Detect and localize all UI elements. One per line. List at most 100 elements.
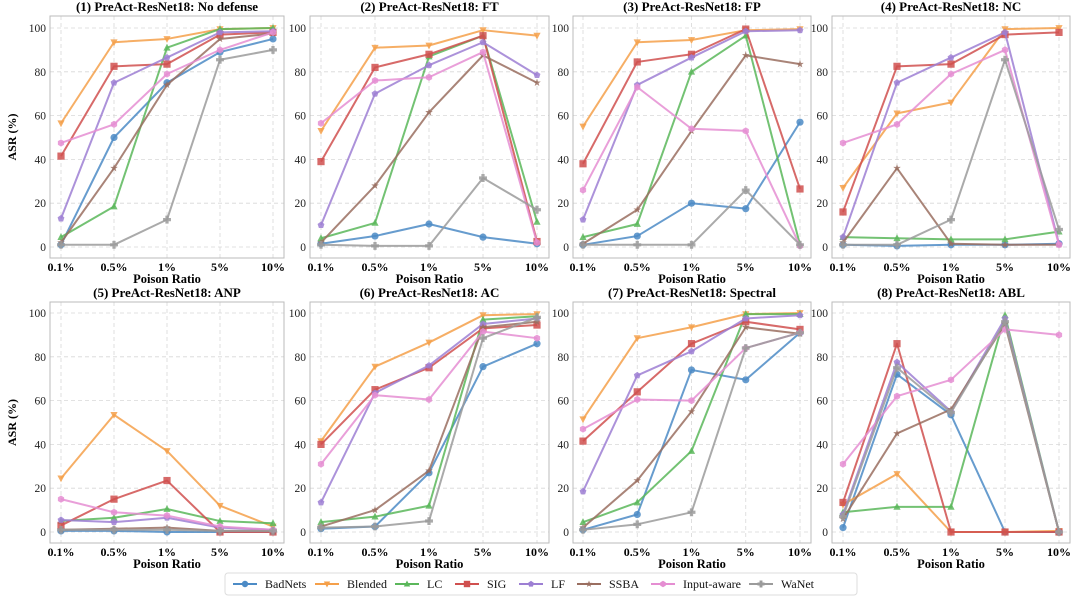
data-point (839, 233, 847, 241)
subplot-title: (1) PreAct-ResNet18: No defense (76, 0, 258, 14)
data-point (1001, 46, 1009, 54)
data-point (163, 525, 171, 534)
y-tick-label: 60 (558, 396, 570, 408)
subplot-title: (5) PreAct-ResNet18: ANP (93, 285, 241, 300)
legend-label: Input-aware (683, 577, 741, 591)
x-axis-label: Poison Ratio (133, 557, 201, 571)
data-point (479, 323, 487, 331)
series-line (320, 41, 538, 226)
data-point (371, 218, 379, 226)
series-wanet (317, 174, 541, 250)
data-point (317, 157, 325, 166)
x-tick-label: 1% (683, 260, 701, 274)
data-point (371, 241, 379, 250)
data-point (633, 476, 642, 484)
subplot-title: (2) PreAct-ResNet18: FT (360, 0, 499, 14)
y-axis-label: ASR (%) (5, 399, 19, 446)
data-point (317, 518, 325, 526)
data-point (163, 53, 171, 61)
data-point (633, 371, 641, 379)
y-tick-label: 20 (817, 198, 829, 210)
plot-frame (309, 301, 550, 544)
data-point (687, 340, 696, 348)
data-point (317, 460, 325, 468)
y-tick-label: 60 (35, 111, 47, 123)
x-tick-label: 1% (158, 545, 176, 559)
data-point (633, 232, 641, 240)
series-wanet (839, 55, 1063, 249)
data-point (425, 50, 433, 58)
x-tick-label: 10% (788, 260, 812, 274)
y-tick-label: 100 (811, 308, 829, 320)
subplot-8: (8) PreAct-ResNet18: ABL 0 20 40 60 80 100 0.1%… (811, 285, 1071, 571)
data-point (796, 328, 804, 337)
plot-frame (831, 301, 1071, 544)
legend-marker (527, 580, 535, 587)
data-point (479, 233, 487, 241)
x-tick-label: 0.5% (362, 545, 389, 559)
subplot-5: (5) PreAct-ResNet18: ANP 0 20 40 60 80 100 0.1%… (5, 285, 285, 571)
data-point (425, 241, 433, 250)
data-point (634, 83, 641, 91)
legend-label: Blended (347, 577, 387, 591)
data-point (1055, 331, 1063, 339)
data-point (1001, 55, 1009, 64)
y-tick-label: 60 (295, 111, 307, 123)
x-tick-label: 5% (737, 545, 755, 559)
data-point (163, 448, 171, 455)
data-point (57, 521, 65, 530)
y-tick-label: 20 (558, 198, 570, 210)
x-tick-label: 10% (261, 545, 285, 559)
data-point (533, 205, 541, 214)
x-tick-label: 10% (525, 545, 549, 559)
data-point (425, 466, 433, 474)
data-point (479, 27, 487, 35)
data-point (163, 60, 171, 68)
data-point (839, 240, 847, 249)
series-lf (579, 311, 804, 495)
legend-marker (463, 580, 471, 588)
x-tick-label: 0.5% (362, 260, 389, 274)
data-point (893, 502, 901, 510)
data-point (1001, 240, 1009, 249)
data-point (57, 525, 65, 534)
data-point (425, 339, 433, 347)
legend-marker (757, 580, 765, 588)
data-point (742, 127, 749, 135)
legend-item-badnets: BadNets (233, 577, 307, 591)
data-point (947, 528, 955, 536)
data-point (371, 512, 379, 520)
y-tick-label: 100 (289, 23, 307, 35)
data-point (110, 495, 118, 503)
data-point (579, 186, 587, 194)
subplot-3: (3) PreAct-ResNet18: FP 0 20 40 60 80 100 0.1% 0… (552, 0, 812, 286)
data-point (796, 26, 804, 34)
data-point (371, 232, 379, 240)
data-point (425, 395, 433, 404)
series-blended (57, 411, 277, 531)
x-tick-label: 0.1% (570, 260, 597, 274)
data-point (893, 164, 901, 172)
data-point (57, 233, 65, 241)
y-tick-label: 40 (295, 439, 307, 451)
data-point (688, 53, 695, 61)
data-point (742, 27, 750, 35)
data-point (163, 80, 171, 89)
data-point (742, 205, 750, 213)
data-point (579, 487, 587, 495)
plot-frame (831, 15, 1071, 259)
data-point (533, 78, 541, 86)
data-point (425, 61, 433, 69)
y-tick-label: 100 (552, 23, 570, 35)
plot-frame (572, 15, 812, 259)
x-tick-label: 1% (158, 260, 176, 274)
data-point (371, 506, 379, 514)
data-point (633, 335, 641, 343)
series-wanet (839, 317, 1063, 536)
x-tick-label: 0.5% (884, 545, 911, 559)
legend-label: BadNets (265, 577, 307, 591)
data-point (839, 460, 847, 468)
data-point (796, 60, 804, 68)
x-tick-label: 0.1% (308, 260, 335, 274)
